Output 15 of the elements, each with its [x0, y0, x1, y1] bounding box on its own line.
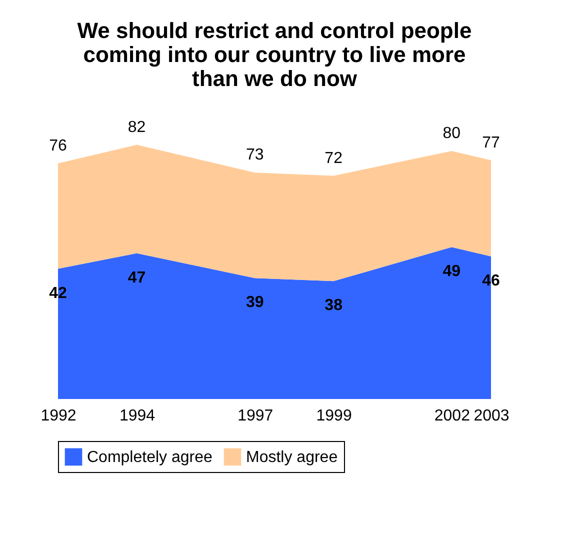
- total-label: 80: [442, 124, 461, 142]
- total-label: 76: [49, 137, 67, 154]
- chart-title: We should restrict and control people coming into our country to live more than we do now: [77, 18, 472, 91]
- x-tick-label: 1999: [316, 408, 352, 424]
- legend-label: Completely agree: [87, 448, 212, 466]
- x-tick-label: 1992: [40, 408, 76, 424]
- x-tick-label: 2002: [434, 408, 470, 424]
- total-label: 77: [482, 134, 500, 152]
- x-tick-label: 1994: [119, 408, 156, 424]
- x-tick-label: 1997: [238, 408, 274, 424]
- x-tick-label: 2003: [474, 408, 510, 424]
- legend-label: Mostly agree: [246, 448, 338, 466]
- total-label: 73: [246, 146, 264, 164]
- total-label: 82: [128, 118, 146, 136]
- total-label: 72: [324, 150, 343, 167]
